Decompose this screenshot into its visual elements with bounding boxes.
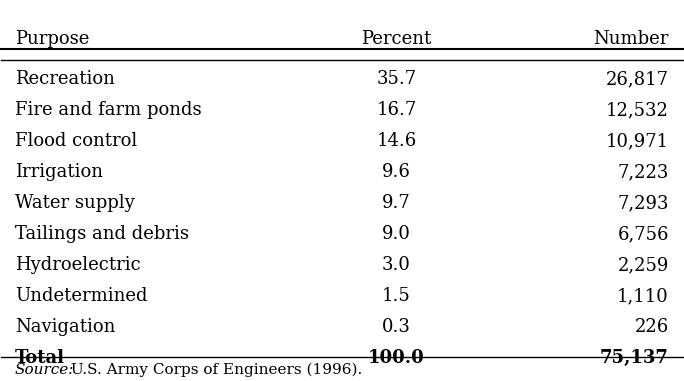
Text: Percent: Percent	[361, 30, 432, 48]
Text: 14.6: 14.6	[376, 132, 417, 150]
Text: Tailings and debris: Tailings and debris	[15, 225, 189, 243]
Text: Fire and farm ponds: Fire and farm ponds	[15, 101, 202, 119]
Text: 9.7: 9.7	[382, 194, 411, 212]
Text: 0.3: 0.3	[382, 318, 411, 336]
Text: Undetermined: Undetermined	[15, 287, 148, 305]
Text: 9.6: 9.6	[382, 163, 411, 181]
Text: Source:: Source:	[15, 363, 75, 377]
Text: U.S. Army Corps of Engineers (1996).: U.S. Army Corps of Engineers (1996).	[66, 363, 363, 377]
Text: Purpose: Purpose	[15, 30, 90, 48]
Text: 100.0: 100.0	[368, 349, 425, 367]
Text: 1,110: 1,110	[617, 287, 669, 305]
Text: Total: Total	[15, 349, 65, 367]
Text: 12,532: 12,532	[606, 101, 669, 119]
Text: 3.0: 3.0	[382, 256, 411, 274]
Text: 10,971: 10,971	[606, 132, 669, 150]
Text: 7,293: 7,293	[618, 194, 669, 212]
Text: 226: 226	[635, 318, 669, 336]
Text: 9.0: 9.0	[382, 225, 411, 243]
Text: Navigation: Navigation	[15, 318, 116, 336]
Text: 1.5: 1.5	[382, 287, 411, 305]
Text: 6,756: 6,756	[618, 225, 669, 243]
Text: Flood control: Flood control	[15, 132, 137, 150]
Text: Irrigation: Irrigation	[15, 163, 103, 181]
Text: Recreation: Recreation	[15, 70, 115, 88]
Text: Number: Number	[594, 30, 669, 48]
Text: 75,137: 75,137	[600, 349, 669, 367]
Text: 16.7: 16.7	[376, 101, 417, 119]
Text: Hydroelectric: Hydroelectric	[15, 256, 141, 274]
Text: 35.7: 35.7	[376, 70, 417, 88]
Text: 26,817: 26,817	[606, 70, 669, 88]
Text: Water supply: Water supply	[15, 194, 135, 212]
Text: 2,259: 2,259	[618, 256, 669, 274]
Text: 7,223: 7,223	[618, 163, 669, 181]
